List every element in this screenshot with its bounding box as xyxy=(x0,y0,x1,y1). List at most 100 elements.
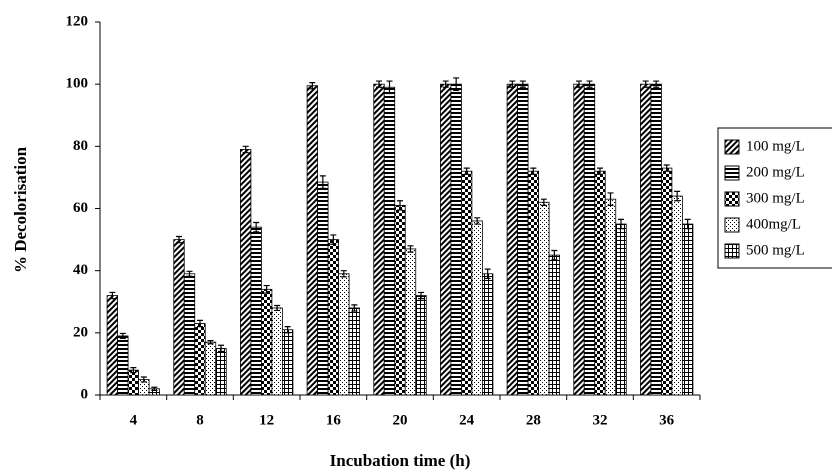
bar xyxy=(404,248,417,396)
error-bar xyxy=(309,82,316,90)
bar xyxy=(117,335,129,396)
error-bar xyxy=(218,344,224,353)
y-tick-label: 40 xyxy=(73,262,88,278)
bar xyxy=(471,220,483,396)
error-bar xyxy=(386,80,393,95)
legend-swatch xyxy=(724,191,740,207)
y-tick-label: 100 xyxy=(66,76,89,92)
error-bar xyxy=(463,167,470,175)
error-bar xyxy=(474,217,481,225)
error-bar xyxy=(207,340,214,345)
bar xyxy=(306,85,318,396)
error-bar xyxy=(176,235,182,244)
bar xyxy=(517,83,529,396)
x-tick-label: 16 xyxy=(326,412,342,428)
y-tick-label: 60 xyxy=(73,200,88,216)
bar xyxy=(338,273,350,396)
error-bar xyxy=(284,326,291,334)
bar xyxy=(583,83,596,396)
bar xyxy=(271,307,283,396)
x-tick-label: 24 xyxy=(459,412,475,428)
error-bar xyxy=(376,80,382,88)
bar xyxy=(173,239,185,396)
y-tick-label: 80 xyxy=(73,138,88,154)
x-tick-label: 20 xyxy=(393,412,408,428)
error-bar xyxy=(274,304,281,312)
error-bar xyxy=(242,145,249,154)
legend-swatch xyxy=(724,243,740,259)
legend-swatch xyxy=(724,165,740,181)
bar xyxy=(482,273,494,396)
bar xyxy=(317,181,329,396)
bar xyxy=(194,323,206,396)
error-bar xyxy=(551,249,558,261)
bar xyxy=(183,273,196,396)
bar xyxy=(215,347,227,396)
legend-swatch xyxy=(724,217,740,233)
legend-label: 500 mg/L xyxy=(746,242,805,258)
error-bar xyxy=(653,80,660,88)
bar xyxy=(671,195,683,396)
bar xyxy=(127,369,139,396)
bar xyxy=(650,83,662,396)
error-bar xyxy=(319,175,326,189)
error-bar xyxy=(340,270,347,278)
y-tick-label: 0 xyxy=(81,386,89,402)
error-bar xyxy=(586,80,593,88)
error-bar xyxy=(540,198,547,206)
error-bar xyxy=(684,218,691,230)
bar xyxy=(615,223,627,396)
bar xyxy=(461,170,473,396)
bar xyxy=(348,307,360,396)
bar xyxy=(282,329,294,396)
error-bar xyxy=(263,284,270,294)
error-bar xyxy=(607,192,614,206)
legend-label: 400mg/L xyxy=(746,216,801,232)
error-bar xyxy=(663,164,670,172)
error-bar xyxy=(484,268,491,280)
error-bar xyxy=(197,319,203,328)
bar xyxy=(250,226,262,396)
error-bar xyxy=(119,332,126,340)
legend-swatch xyxy=(724,139,740,155)
x-tick-label: 4 xyxy=(130,412,138,428)
x-axis-title: Incubation time (h) xyxy=(330,451,471,470)
error-bar xyxy=(397,200,403,211)
y-axis-title: % Decolorisation xyxy=(11,146,30,273)
bar xyxy=(383,86,396,396)
error-bar xyxy=(186,270,193,277)
bar xyxy=(261,288,273,396)
y-tick-label: 20 xyxy=(73,324,88,340)
error-bar xyxy=(597,167,603,175)
error-bar xyxy=(530,167,537,175)
bar xyxy=(373,83,385,396)
bar xyxy=(327,239,339,396)
y-tick-label: 120 xyxy=(66,13,89,29)
error-bar xyxy=(351,304,358,312)
error-bar xyxy=(130,367,137,374)
bar xyxy=(573,83,585,396)
bar xyxy=(661,167,673,396)
bar xyxy=(415,295,427,396)
bar xyxy=(548,254,560,396)
error-bar xyxy=(330,234,337,245)
legend-label: 100 mg/L xyxy=(746,138,805,154)
bar xyxy=(394,204,406,396)
bar xyxy=(440,83,452,396)
error-bar xyxy=(109,291,116,300)
bar xyxy=(240,149,252,396)
legend-label: 200 mg/L xyxy=(746,164,805,180)
error-bar xyxy=(453,77,460,91)
error-bar xyxy=(151,386,158,391)
bar xyxy=(106,295,118,396)
error-bar xyxy=(140,376,147,383)
error-bar xyxy=(576,80,582,88)
x-tick-label: 32 xyxy=(593,412,608,428)
x-tick-label: 12 xyxy=(259,412,274,428)
bar xyxy=(506,83,518,396)
error-bar xyxy=(407,245,414,253)
bar xyxy=(450,83,462,396)
error-bar xyxy=(442,80,449,88)
bar xyxy=(527,170,539,396)
